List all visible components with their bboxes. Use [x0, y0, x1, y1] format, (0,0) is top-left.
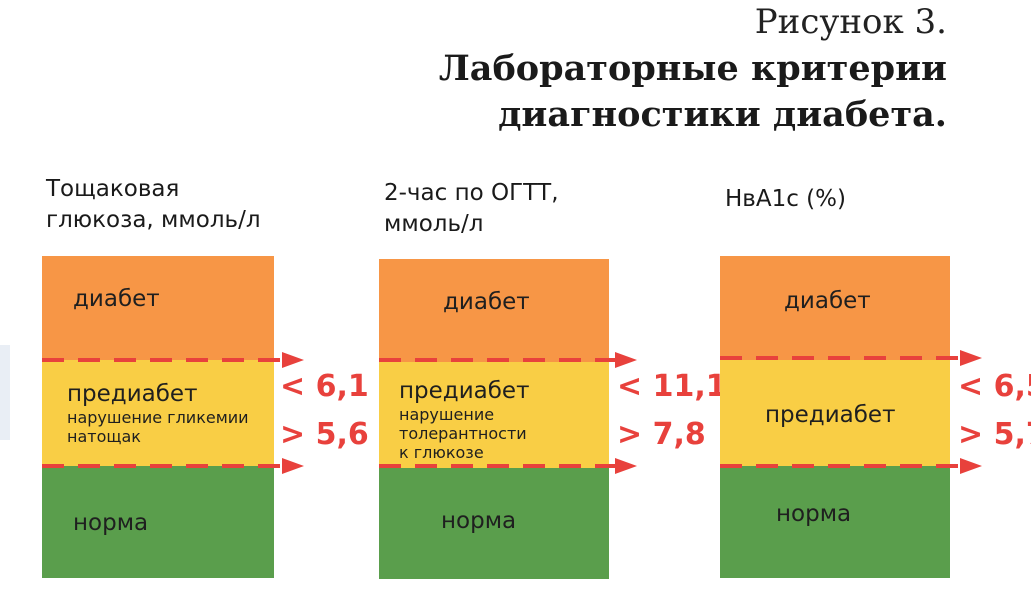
- column-heading-line: 2-час по ОГТТ,: [384, 180, 559, 206]
- zone-label-normal: норма: [73, 510, 149, 536]
- zone-label-prediabetes: предиабет: [765, 402, 896, 428]
- criteria-bar-hba1c: диабет предиабет норма: [720, 256, 950, 578]
- background-fragment: [0, 345, 10, 440]
- zone-note-line: натощак: [67, 427, 141, 446]
- threshold-upper-value: < 11,1: [617, 369, 727, 404]
- threshold-upper-value: < 6,1: [280, 369, 369, 404]
- figure-title: Лабораторные критерии диагностики диабет…: [438, 48, 947, 135]
- zone-diabetes: [379, 259, 609, 362]
- threshold-line-lower: [720, 458, 982, 474]
- zone-note-line: нарушение гликемии: [67, 408, 249, 427]
- zone-prediabetes: [720, 360, 950, 466]
- zone-prediabetes: [42, 360, 274, 466]
- threshold-upper-value: < 6,5: [958, 369, 1031, 404]
- column-heading-line: ммоль/л: [384, 211, 484, 237]
- criteria-bar-ogtt: диабет предиабет нарушение толерантности…: [379, 259, 609, 579]
- zone-label-diabetes: диабет: [73, 286, 160, 312]
- zone-label-prediabetes: предиабет: [399, 378, 530, 404]
- zone-normal: [720, 466, 950, 578]
- threshold-line-lower: [42, 458, 304, 474]
- zone-note-line: толерантности: [399, 424, 527, 443]
- column-heading-ogtt: 2-час по ОГТТ, ммоль/л: [384, 178, 559, 240]
- criteria-bar-fasting: диабет предиабет нарушение гликемии нато…: [42, 256, 274, 578]
- threshold-line-lower: [379, 458, 637, 474]
- zone-diabetes: [720, 256, 950, 360]
- threshold-line-upper: [379, 352, 637, 368]
- figure-label: Рисунок 3.: [754, 2, 947, 42]
- zone-diabetes: [42, 256, 274, 360]
- zone-note-prediabetes: нарушение гликемии натощак: [67, 408, 249, 446]
- threshold-line-upper: [42, 352, 304, 368]
- column-heading-line: глюкоза, ммоль/л: [46, 207, 261, 233]
- zone-label-prediabetes: предиабет: [67, 381, 198, 407]
- zone-label-normal: норма: [776, 501, 852, 527]
- threshold-lower-value: > 5,7: [958, 417, 1031, 452]
- zone-note-line: нарушение: [399, 405, 495, 424]
- zone-label-normal: норма: [441, 508, 517, 534]
- zone-prediabetes: [379, 362, 609, 468]
- column-heading-line: НвА1с (%): [725, 186, 846, 212]
- zone-note-prediabetes: нарушение толерантности к глюкозе: [399, 405, 527, 462]
- threshold-lower-value: > 7,8: [617, 417, 706, 452]
- threshold-line-upper: [720, 350, 982, 366]
- column-heading-line: Тощаковая: [46, 176, 180, 202]
- zone-normal: [379, 468, 609, 579]
- column-heading-fasting: Тощаковая глюкоза, ммоль/л: [46, 174, 261, 236]
- zone-normal: [42, 466, 274, 578]
- threshold-lower-value: > 5,6: [280, 417, 369, 452]
- zone-label-diabetes: диабет: [784, 288, 871, 314]
- column-heading-hba1c: НвА1с (%): [725, 184, 846, 215]
- zone-label-diabetes: диабет: [443, 289, 530, 315]
- zone-note-line: к глюкозе: [399, 443, 484, 462]
